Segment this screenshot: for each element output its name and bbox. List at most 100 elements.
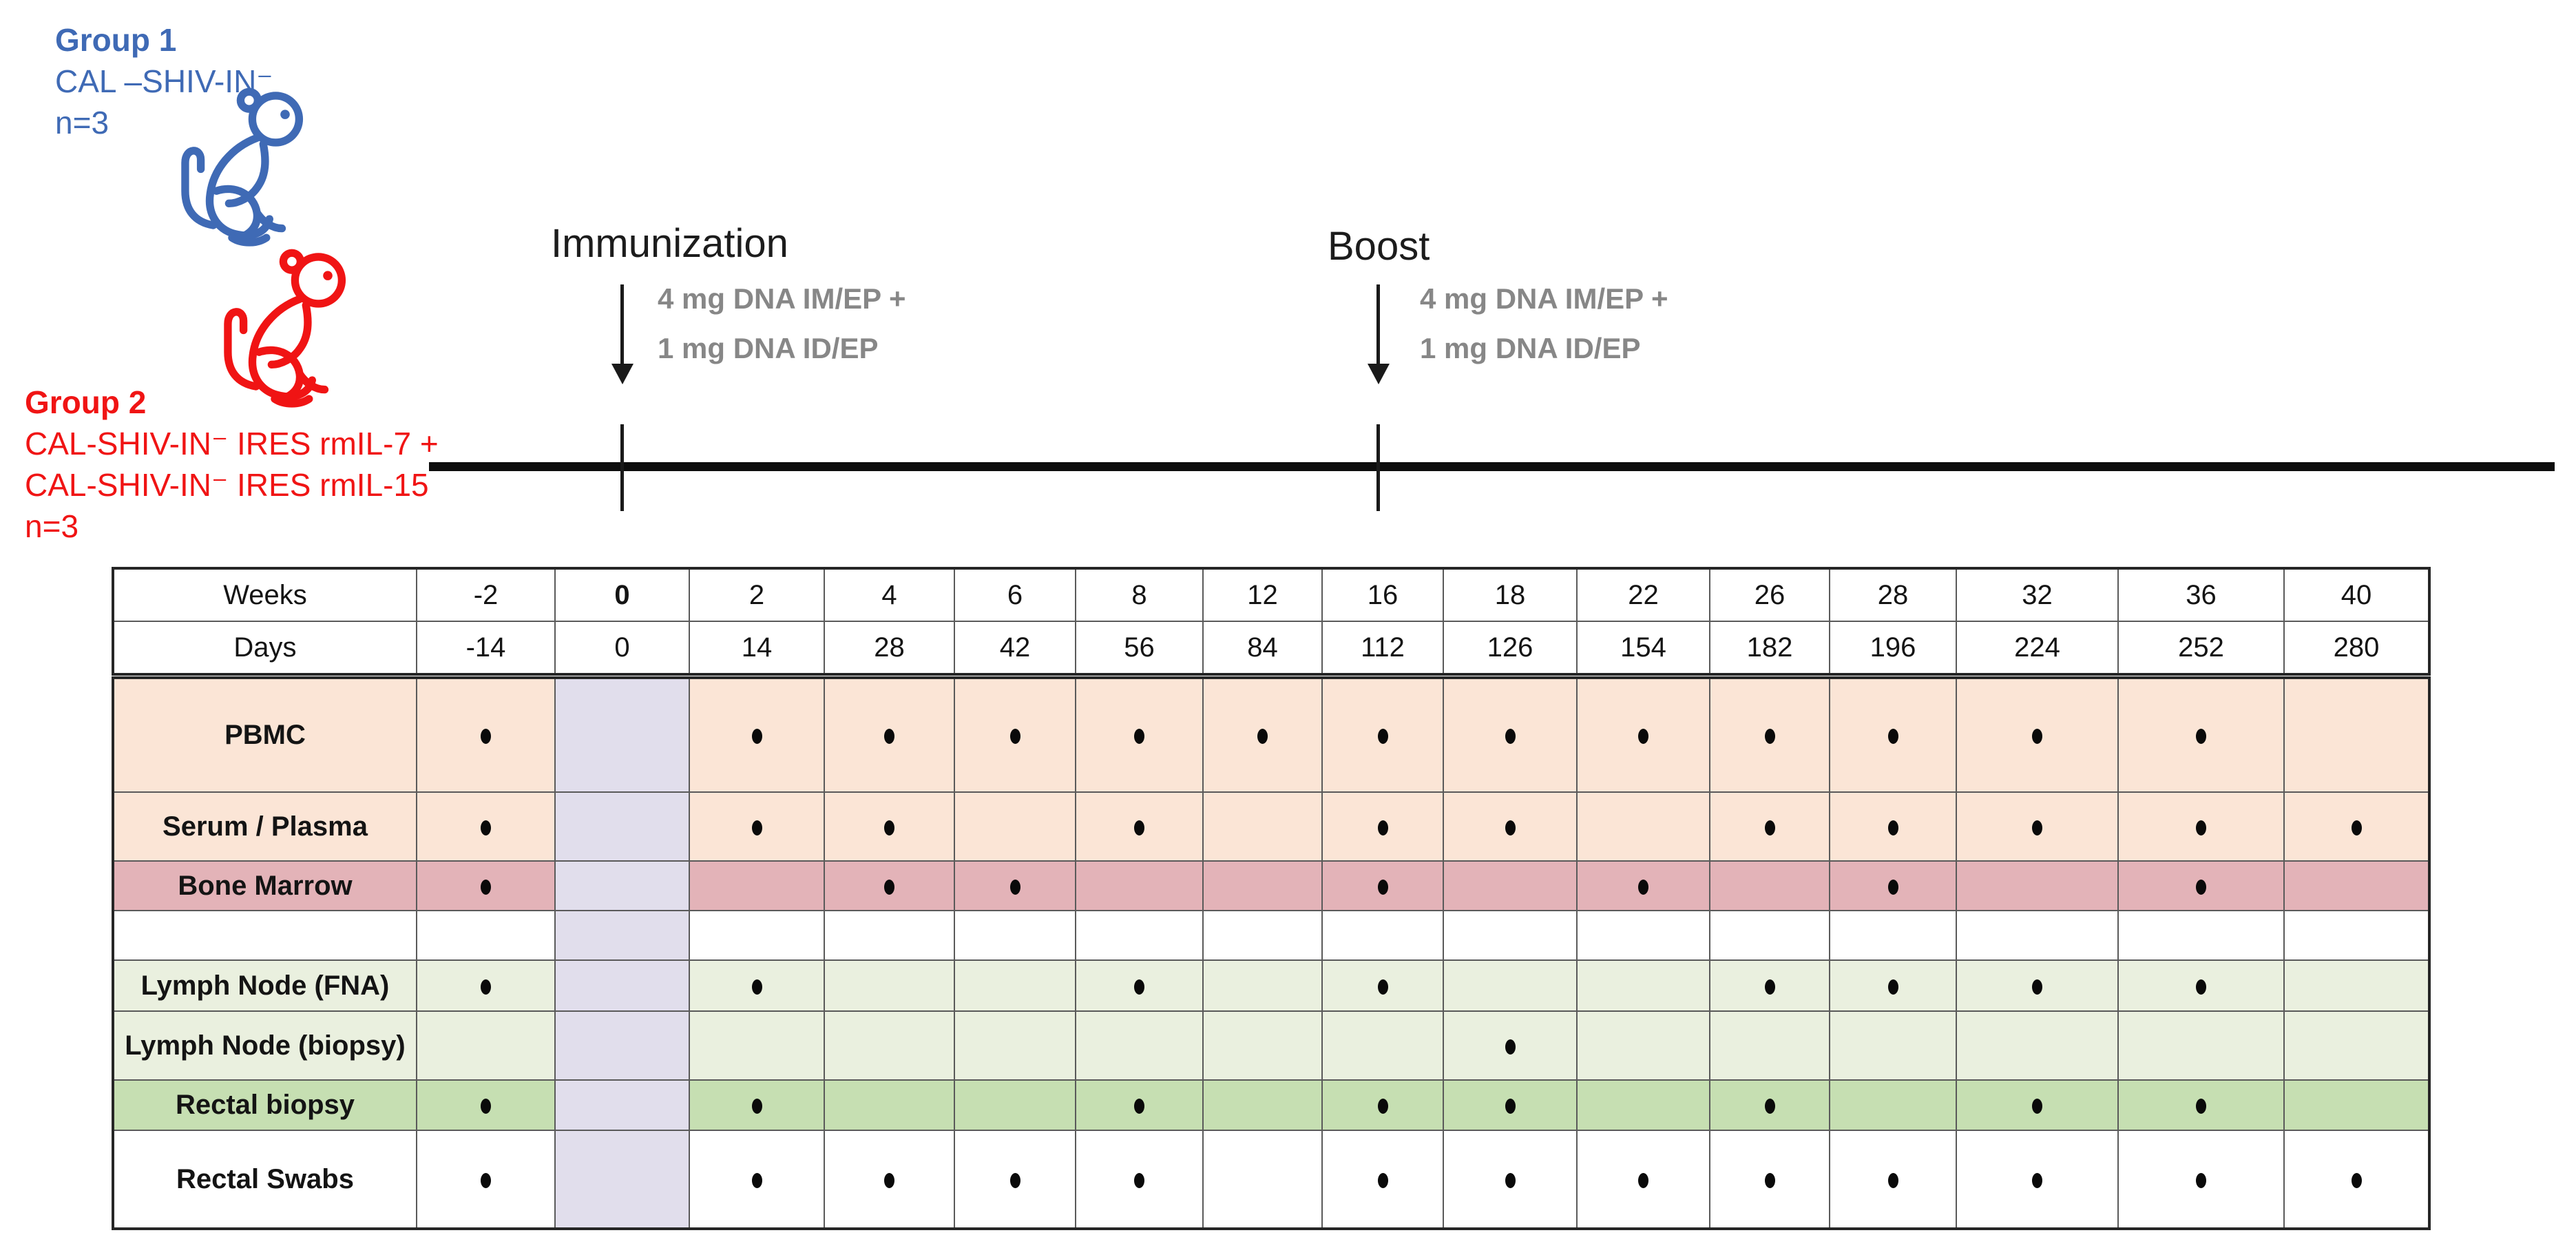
sample-cell (689, 677, 825, 793)
sample-cell (1829, 1130, 1957, 1229)
sample-cell (1321, 1079, 1444, 1131)
sample-dot (1377, 729, 1388, 744)
table-row: Serum / Plasma (112, 791, 2430, 862)
day-header-cell: 56 (1075, 621, 1204, 675)
sample-cell (554, 959, 690, 1012)
sample-dot (1764, 979, 1775, 995)
sample-cell (1956, 1079, 2119, 1131)
sample-cell (1321, 910, 1444, 961)
sample-dot (1505, 1099, 1516, 1114)
group1-line1: CAL –SHIV-IN⁻ (55, 63, 273, 99)
sample-cell (1202, 959, 1323, 1012)
sample-cell (554, 1079, 690, 1131)
sample-cell (1075, 1010, 1204, 1081)
sample-cell (954, 791, 1076, 862)
sample-dot (884, 820, 894, 835)
sample-cell (689, 860, 825, 911)
sample-cell (1075, 860, 1204, 911)
sample-cell (1576, 677, 1710, 793)
sample-cell (954, 1079, 1076, 1131)
sample-dot (2196, 1172, 2206, 1188)
sample-cell (1829, 677, 1957, 793)
boost-dose-line2: 1 mg DNA ID/EP (1420, 332, 1641, 364)
sample-dot (481, 729, 491, 744)
sample-dot (1638, 879, 1648, 895)
group2-line3: n=3 (25, 508, 79, 544)
sample-cell (1202, 1010, 1323, 1081)
week-header-cell: 8 (1075, 568, 1204, 622)
sample-cell (416, 1079, 556, 1131)
table-row: PBMC (112, 677, 2430, 793)
sample-dot (1887, 820, 1898, 835)
sample-cell (1956, 1010, 2119, 1081)
day-header-cell: 14 (689, 621, 825, 675)
sample-cell (1443, 860, 1578, 911)
sample-cell (1956, 791, 2119, 862)
sample-cell (1709, 959, 1830, 1012)
sample-cell (1443, 1010, 1578, 1081)
sample-dot (1377, 1099, 1388, 1114)
row-label: Bone Marrow (112, 860, 417, 911)
sample-cell (689, 959, 825, 1012)
week-header-cell: 16 (1321, 568, 1444, 622)
sample-cell (554, 677, 690, 793)
sample-dot (1764, 1099, 1775, 1114)
sample-dot (1764, 729, 1775, 744)
sample-cell (554, 910, 690, 961)
sample-dot (2032, 1172, 2042, 1188)
weeks-row-label: Weeks (112, 568, 417, 622)
sample-dot (1505, 729, 1516, 744)
sample-dot (2032, 820, 2042, 835)
sample-cell (2283, 791, 2430, 862)
sample-cell (824, 677, 955, 793)
week-header-cell: 12 (1202, 568, 1323, 622)
sample-cell (1829, 959, 1957, 1012)
sample-cell (1576, 791, 1710, 862)
sample-dot (1134, 820, 1144, 835)
row-label (112, 910, 417, 961)
monkey-icon-red (187, 238, 375, 428)
sample-cell (1075, 1130, 1204, 1229)
timeline-axis (429, 462, 2555, 471)
sample-dot (1009, 1172, 1020, 1188)
sample-cell (554, 791, 690, 862)
sample-cell (416, 1130, 556, 1229)
sample-dot (2032, 729, 2042, 744)
sample-dot (1377, 979, 1388, 995)
sample-dot (2196, 979, 2206, 995)
sample-cell (1956, 1130, 2119, 1229)
week-header-cell: 28 (1829, 568, 1957, 622)
sample-cell (1829, 1010, 1957, 1081)
immunization-dose-text: 4 mg DNA IM/EP + 1 mg DNA ID/EP (658, 274, 906, 373)
sample-cell (1576, 1130, 1710, 1229)
week-header-cell: -2 (416, 568, 556, 622)
sample-cell (1443, 677, 1578, 793)
table-row: Rectal biopsy (112, 1079, 2430, 1131)
schedule-header-table: Weeks -2 0 2 4 6 8 12 16 18 22 26 28 32 36 40 Days -14 0 14… (112, 567, 2431, 676)
boost-arrow (1376, 284, 1380, 366)
table-row: Bone Marrow (112, 860, 2430, 911)
group2-label-block: Group 2 CAL-SHIV-IN⁻ IRES rmIL-7 + CAL-S… (25, 382, 439, 547)
sample-dot (884, 1172, 894, 1188)
sample-cell (1829, 860, 1957, 911)
day-header-cell: 182 (1709, 621, 1830, 675)
table-row: Lymph Node (biopsy) (112, 1010, 2430, 1081)
sample-dot (2032, 979, 2042, 995)
sampling-table: PBMC Serum / Plasma Bone Marrow Lymph Node … (112, 676, 2431, 1230)
day-header-cell: 84 (1202, 621, 1323, 675)
sample-dot (751, 979, 762, 995)
sample-cell (1576, 860, 1710, 911)
sample-cell (1829, 791, 1957, 862)
sample-dot (1257, 729, 1268, 744)
day-header-cell: 280 (2283, 621, 2430, 675)
sample-cell (1829, 910, 1957, 961)
immunization-label: Immunization (551, 221, 788, 266)
sample-dot (481, 879, 491, 895)
sample-cell (554, 1010, 690, 1081)
sample-dot (1377, 1172, 1388, 1188)
boost-arrowhead-icon (1368, 364, 1390, 384)
day-header-cell: 0 (554, 621, 690, 675)
sample-dot (1887, 1172, 1898, 1188)
sample-dot (1009, 729, 1020, 744)
